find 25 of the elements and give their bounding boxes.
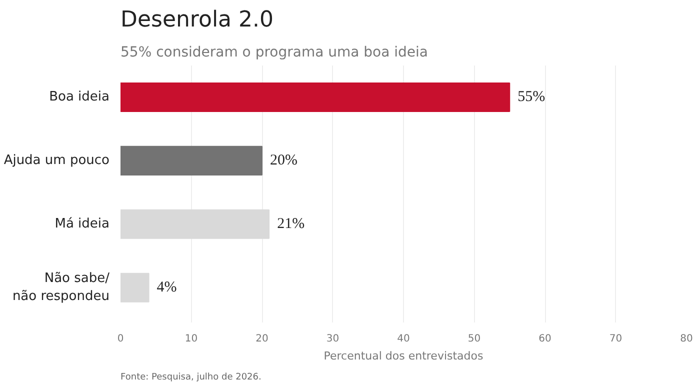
data-label: 20% <box>270 152 298 169</box>
x-tick-label: 70 <box>609 334 622 344</box>
y-tick-label: Não sabe/ não respondeu <box>12 271 110 304</box>
x-tick-label: 40 <box>397 334 410 344</box>
source-note: Fonte: Pesquisa, julho de 2026. <box>120 372 262 382</box>
chart-title: Desenrola 2.0 <box>120 8 274 32</box>
chart-subtitle: 55% consideram o programa uma boa ideia <box>120 44 428 60</box>
x-tick-label: 30 <box>326 334 340 344</box>
data-label: 55% <box>518 89 546 106</box>
x-tick-label: 10 <box>184 334 198 344</box>
x-tick-label: 0 <box>117 334 124 344</box>
x-tick-label: 50 <box>468 334 481 344</box>
bar <box>120 272 150 302</box>
bar <box>120 146 262 176</box>
data-label: 4% <box>156 280 177 296</box>
x-tick-label: 20 <box>256 334 268 344</box>
x-axis-title: Percentual dos entrevistados <box>324 350 484 362</box>
y-tick-label: Má ideia <box>54 216 110 232</box>
bar <box>120 82 510 112</box>
y-tick-label: Ajuda um pouco <box>4 153 110 168</box>
x-tick-label: 60 <box>538 334 552 344</box>
x-tick-label: 80 <box>680 334 693 344</box>
data-label: 21% <box>277 216 305 232</box>
y-tick-label: Boa ideia <box>49 90 110 105</box>
bar <box>120 209 270 239</box>
